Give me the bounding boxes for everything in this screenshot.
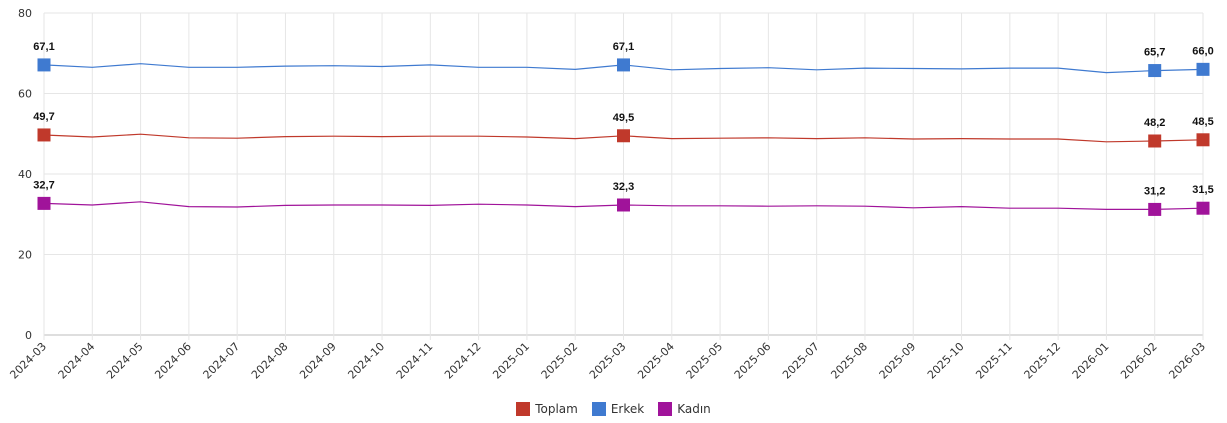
data-point-marker bbox=[37, 128, 51, 142]
data-label: 49,5 bbox=[613, 112, 634, 124]
data-label: 65,7 bbox=[1144, 47, 1165, 59]
x-tick-label: 2025-03 bbox=[587, 340, 629, 382]
x-tick-label: 2025-04 bbox=[635, 340, 677, 382]
data-point-marker bbox=[1148, 64, 1162, 78]
y-tick-label: 60 bbox=[18, 88, 32, 101]
data-label: 49,7 bbox=[33, 111, 54, 123]
x-tick-label: 2024-10 bbox=[345, 340, 387, 382]
x-tick-label: 2024-03 bbox=[7, 340, 49, 382]
x-tick-label: 2024-07 bbox=[201, 340, 243, 382]
x-tick-label: 2024-12 bbox=[442, 340, 484, 382]
x-tick-label: 2024-08 bbox=[249, 340, 291, 382]
data-point-marker bbox=[37, 58, 51, 72]
x-tick-label: 2025-11 bbox=[973, 340, 1015, 382]
data-point-marker bbox=[617, 129, 630, 143]
data-point-marker bbox=[1148, 134, 1162, 148]
data-point-marker bbox=[617, 198, 630, 212]
data-point-marker bbox=[1196, 62, 1210, 76]
x-tick-label: 2025-01 bbox=[490, 340, 532, 382]
legend-item-erkek[interactable]: Erkek bbox=[591, 402, 645, 416]
data-label: 66,0 bbox=[1192, 45, 1213, 57]
data-point-marker bbox=[617, 58, 630, 72]
x-tick-label: 2025-09 bbox=[877, 340, 919, 382]
data-label: 67,1 bbox=[613, 41, 634, 53]
data-label: 31,2 bbox=[1144, 185, 1165, 197]
x-tick-label: 2024-09 bbox=[297, 340, 339, 382]
x-tick-label: 2025-12 bbox=[1022, 340, 1064, 382]
legend-swatch-erkek bbox=[591, 402, 606, 416]
data-label: 67,1 bbox=[33, 41, 54, 53]
x-tick-label: 2025-06 bbox=[732, 340, 774, 382]
x-tick-label: 2026-03 bbox=[1166, 340, 1208, 382]
data-label: 31,5 bbox=[1192, 184, 1213, 196]
data-label: 32,7 bbox=[33, 179, 54, 191]
legend-label-kadin: Kadın bbox=[677, 402, 711, 416]
x-tick-label: 2025-02 bbox=[539, 340, 581, 382]
x-tick-label: 2025-05 bbox=[684, 340, 726, 382]
x-tick-label: 2025-10 bbox=[925, 340, 967, 382]
x-tick-label: 2024-04 bbox=[56, 340, 98, 382]
data-point-marker bbox=[1196, 133, 1210, 147]
x-tick-label: 2024-06 bbox=[152, 340, 194, 382]
x-tick-label: 2025-08 bbox=[828, 340, 870, 382]
y-tick-label: 20 bbox=[18, 249, 32, 262]
legend-item-kadin[interactable]: Kadın bbox=[658, 402, 711, 416]
data-point-marker bbox=[1148, 202, 1162, 216]
legend-swatch-kadin bbox=[658, 402, 673, 416]
y-tick-label: 0 bbox=[25, 329, 32, 342]
x-tick-label: 2024-11 bbox=[394, 340, 436, 382]
y-tick-label: 40 bbox=[18, 168, 32, 181]
legend-swatch-toplam bbox=[516, 402, 531, 416]
y-tick-label: 80 bbox=[18, 7, 32, 20]
data-label: 48,5 bbox=[1192, 116, 1213, 128]
legend-label-erkek: Erkek bbox=[610, 402, 645, 416]
x-tick-label: 2026-02 bbox=[1118, 340, 1160, 382]
legend-item-toplam[interactable]: Toplam bbox=[516, 402, 578, 416]
x-tick-label: 2024-05 bbox=[104, 340, 146, 382]
data-label: 32,3 bbox=[613, 181, 634, 193]
legend-label-toplam: Toplam bbox=[535, 402, 578, 416]
x-tick-label: 2025-07 bbox=[780, 340, 822, 382]
data-point-marker bbox=[1196, 201, 1210, 215]
x-tick-label: 2026-01 bbox=[1070, 340, 1112, 382]
data-point-marker bbox=[37, 196, 51, 210]
chart-legend: Toplam Erkek Kadın bbox=[0, 402, 1227, 416]
data-label: 48,2 bbox=[1144, 117, 1165, 129]
